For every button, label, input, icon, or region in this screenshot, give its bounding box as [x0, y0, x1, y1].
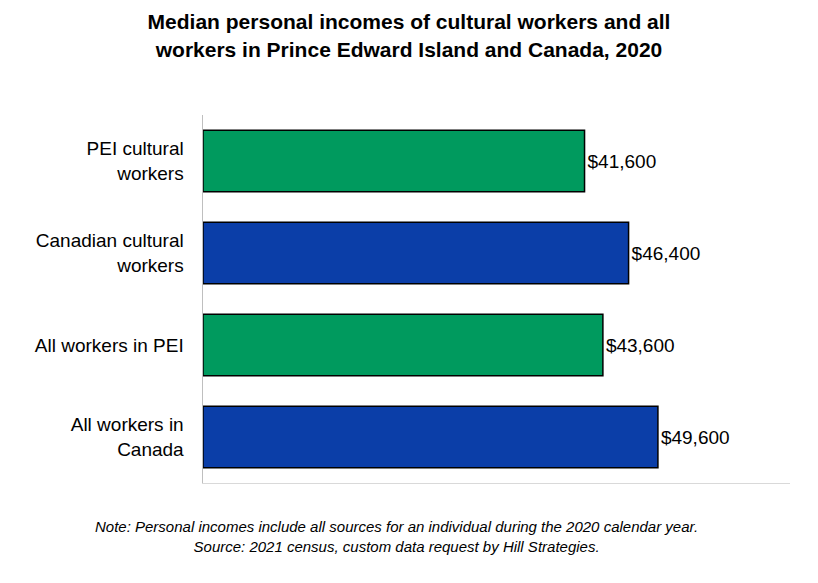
svg-text:$46,400: $46,400	[632, 243, 701, 264]
svg-text:Note: Personal incomes include: Note: Personal incomes include all sourc…	[95, 518, 698, 555]
svg-text:$41,600: $41,600	[588, 151, 657, 172]
svg-text:$43,600: $43,600	[606, 335, 675, 356]
svg-text:Canadian culturalworkers: Canadian culturalworkers	[36, 230, 184, 276]
svg-text:$49,600: $49,600	[661, 427, 730, 448]
svg-text:Median personal incomes of cul: Median personal incomes of cultural work…	[148, 10, 671, 60]
svg-text:All workers inCanada: All workers inCanada	[71, 414, 184, 460]
svg-text:PEI culturalworkers: PEI culturalworkers	[87, 138, 184, 184]
svg-text:All workers in PEI: All workers in PEI	[35, 335, 184, 356]
